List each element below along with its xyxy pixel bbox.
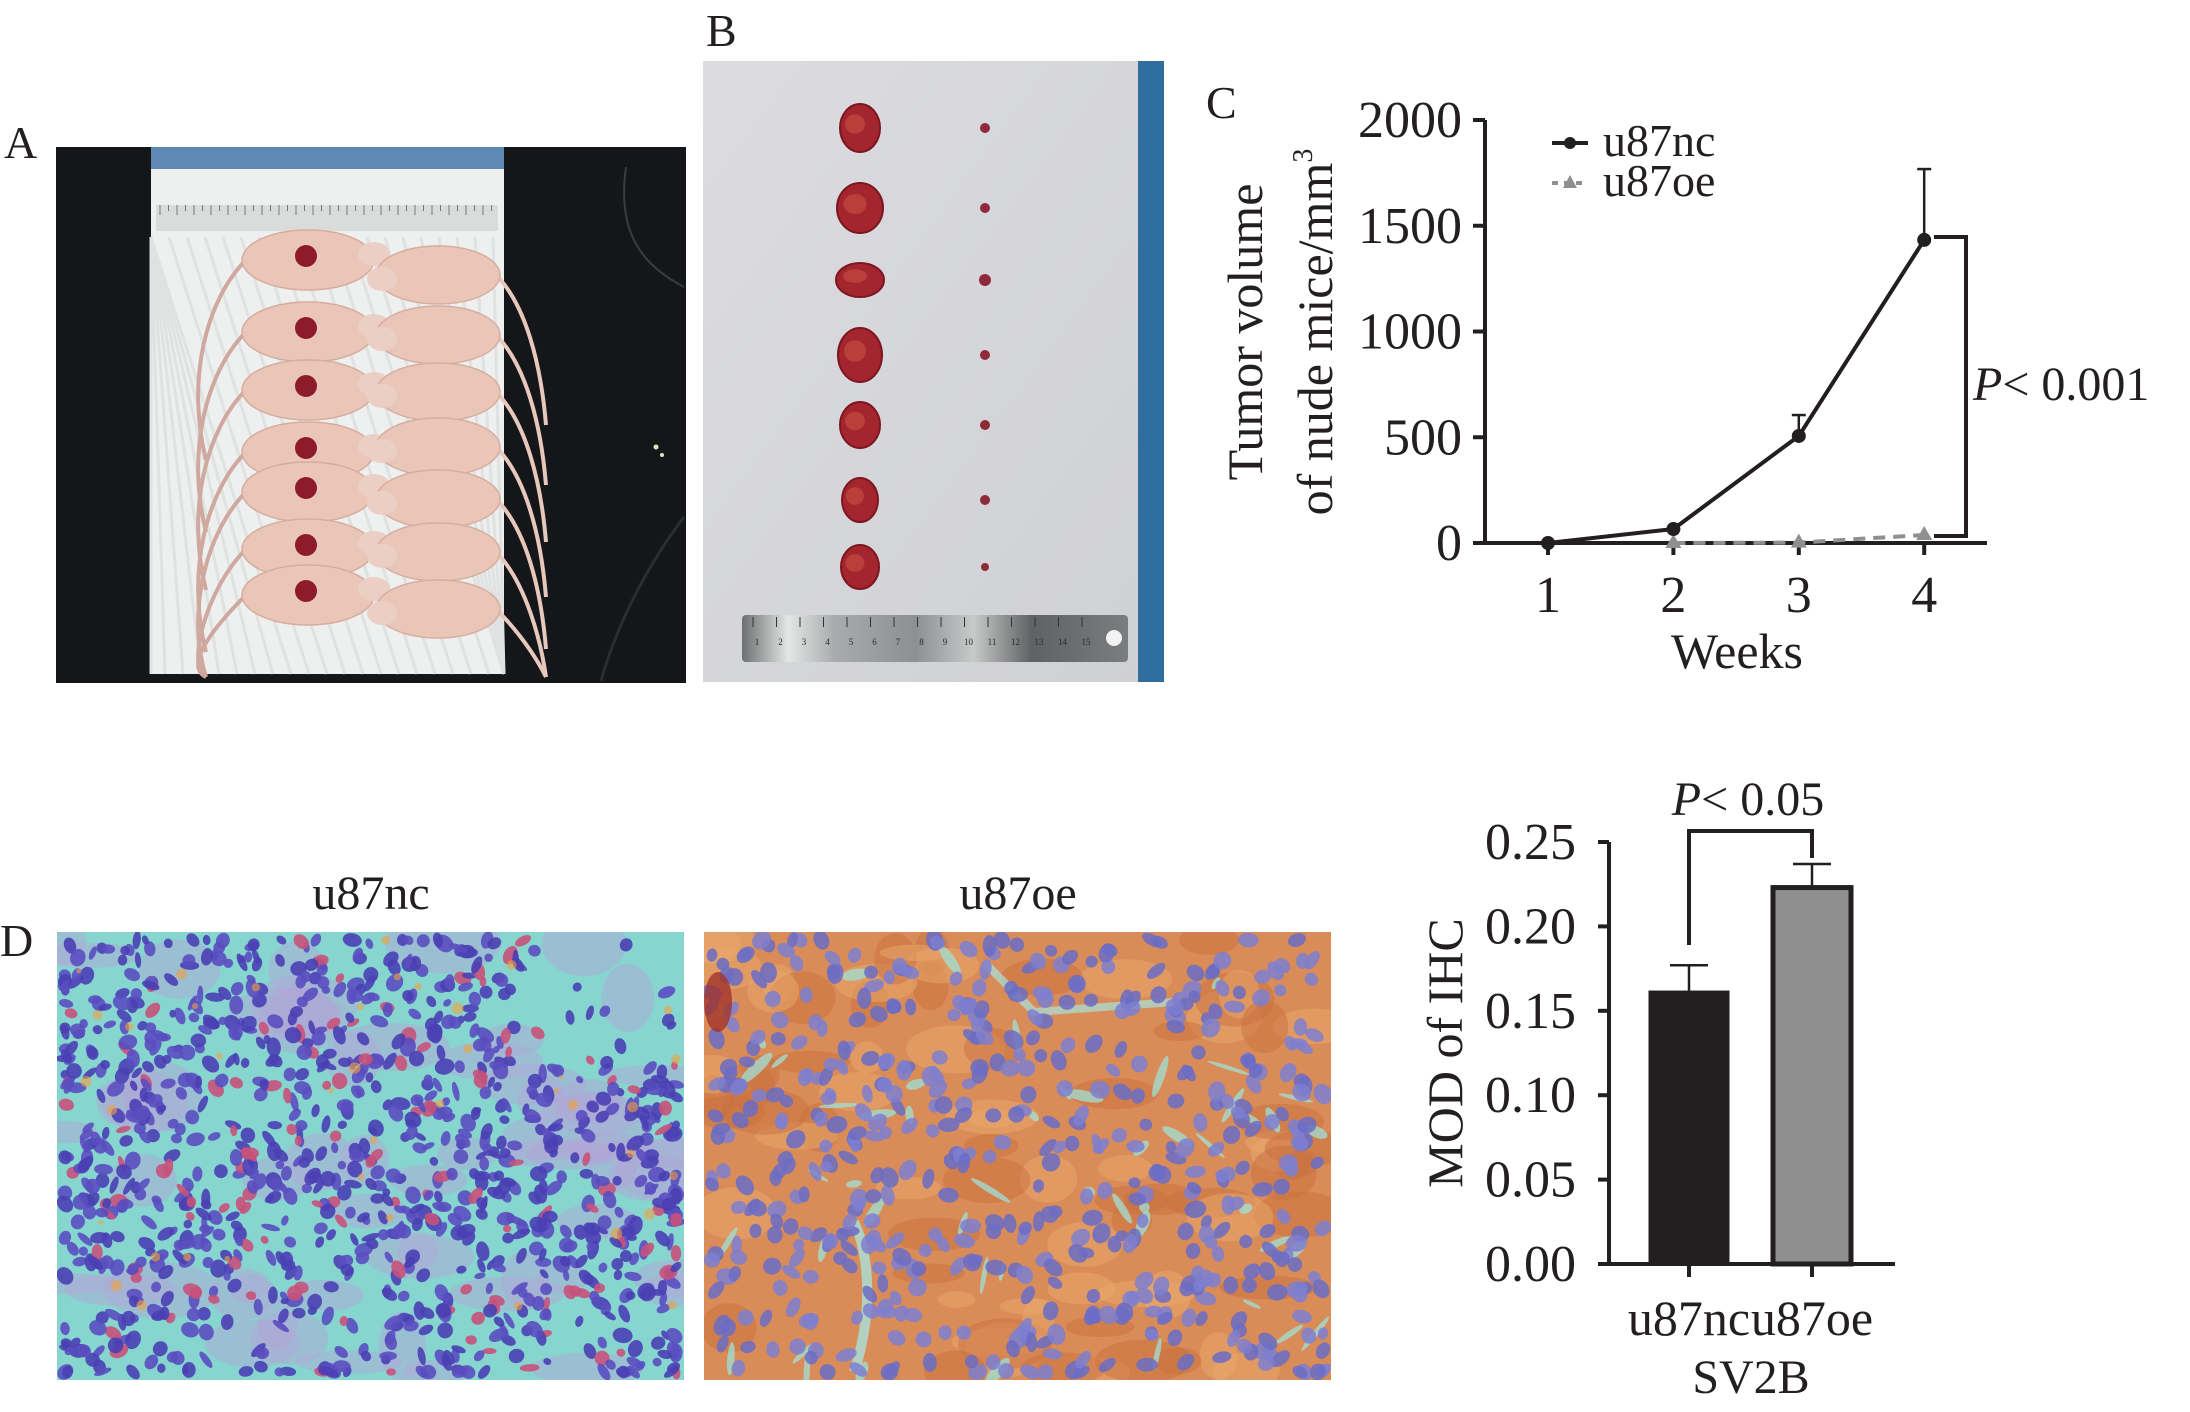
p-value-d: P< 0.05: [1671, 773, 1824, 826]
ruler-mark: 7: [896, 637, 901, 647]
ruler-mark: 3: [802, 637, 807, 647]
legend-label-u87nc: u87nc: [1603, 115, 1715, 166]
ruler-mark: 5: [849, 637, 854, 647]
ruler-mark: 15: [1082, 637, 1092, 647]
series-line-u87nc: [1547, 238, 1926, 545]
ihc-title-u87oe: u87oe: [959, 867, 1077, 920]
ruler-mark: 10: [964, 637, 974, 647]
tumor-u87oe: [979, 274, 991, 286]
panel-label-d: D: [0, 915, 34, 966]
series-line-u87oe: [1673, 532, 1925, 545]
data-point-u87oe: [1916, 525, 1933, 540]
tumor-u87oe: [980, 350, 990, 360]
p-value-c-text: < 0.001: [2002, 358, 2149, 411]
y-tick-label: 500: [1384, 409, 1462, 466]
y-axis-label-d: MOD of IHC: [1417, 918, 1473, 1187]
tumor-u87nc: [295, 317, 317, 339]
x-tick-label: 1: [1535, 567, 1561, 624]
ruler-mark: 4: [825, 637, 830, 647]
y-tick-label-d: 0.15: [1485, 983, 1576, 1040]
tumor-u87oe: [980, 203, 990, 213]
y-tick-label: 2000: [1358, 92, 1462, 149]
tumor-u87nc: [295, 245, 317, 267]
y-axis-label-superscript: 3: [1288, 149, 1319, 163]
tumor-u87nc: [295, 375, 317, 397]
bar-u87oe: [1770, 885, 1854, 1267]
y-axis-label: Tumor volume of nude mice/mm3: [1217, 149, 1343, 516]
data-point-u87oe: [1790, 533, 1807, 548]
y-tick-label-d: 0.05: [1485, 1152, 1576, 1209]
tumors-photo-canvas: 1 2 3 4 5 6 7 8 9 10 11 12 13 14 15: [703, 61, 1164, 682]
data-point-u87nc: [1917, 232, 1932, 247]
y-tick-label: 1000: [1358, 304, 1462, 361]
panel-label-a: A: [4, 117, 38, 168]
ruler-mark: 2: [778, 637, 783, 647]
tumor-u87nc: [295, 534, 317, 556]
data-point-u87oe: [1665, 534, 1682, 548]
mice-photo: [56, 147, 686, 683]
x-tick-label-d: u87nc: [1628, 1290, 1750, 1346]
tumor-u87oe: [980, 123, 990, 133]
ruler-mark: 13: [1035, 637, 1045, 647]
y-axis-label-line2-text: of nude mice/mm: [1287, 163, 1343, 516]
ruler-mark: 9: [943, 637, 948, 647]
p-value-d-italic: P: [1671, 773, 1701, 826]
ruler-mark: 11: [988, 637, 997, 647]
legend-marker-u87oe: [1563, 175, 1577, 188]
x-tick-label: 3: [1786, 567, 1812, 624]
tumor-u87nc: [295, 477, 317, 499]
x-tick-label: 4: [1911, 567, 1937, 624]
p-value-c-italic: P: [1972, 358, 2002, 411]
y-tick-label-d: 0.00: [1485, 1236, 1576, 1293]
tumors-photo: 1 2 3 4 5 6 7 8 9 10 11 12 13 14 15: [703, 61, 1164, 682]
tumor-u87nc: [295, 580, 317, 602]
tumor-u87oe: [980, 495, 990, 505]
x-tick-label: 2: [1660, 567, 1686, 624]
ruler-mark: 1: [755, 637, 760, 647]
panel-label-b: B: [706, 5, 737, 56]
ruler: 1 2 3 4 5 6 7 8 9 10 11 12 13 14 15: [742, 615, 1128, 662]
y-axis-label-line1: Tumor volume: [1217, 184, 1273, 481]
ihc-image-u87oe: [704, 932, 1331, 1380]
significance-bracket-d: [1687, 829, 1814, 945]
ruler-mark: 12: [1011, 637, 1020, 647]
y-tick-label-d: 0.10: [1485, 1067, 1576, 1124]
significance-bracket-c: [1934, 235, 1968, 538]
data-point-u87nc: [1666, 522, 1681, 537]
mice-photo-canvas: [56, 147, 686, 683]
bar-u87nc: [1648, 990, 1730, 1264]
y-tick-label: 1500: [1358, 198, 1462, 255]
ruler-mark: 8: [919, 637, 924, 647]
legend-label-u87oe: u87oe: [1603, 155, 1715, 206]
y-axis-label-line2: of nude mice/mm3: [1287, 149, 1343, 516]
ihc-title-u87nc: u87nc: [312, 867, 430, 920]
data-point-u87nc: [1791, 428, 1806, 443]
x-tick-label-d: u87oe: [1751, 1290, 1873, 1346]
legend-marker-u87nc: [1564, 137, 1576, 149]
panel-label-c: C: [1206, 77, 1237, 128]
tumor-u87oe: [980, 420, 990, 430]
ihc-image-u87nc-canvas: [57, 932, 684, 1380]
data-point-u87nc: [1541, 536, 1555, 550]
ruler-mark: 14: [1058, 637, 1068, 647]
group-label-sv2b: SV2B: [1692, 1351, 1809, 1404]
tumor-u87nc: [295, 437, 317, 459]
tumor-u87oe: [981, 563, 989, 571]
ihc-image-u87nc: [57, 932, 684, 1380]
ihc-image-u87oe-canvas: [704, 932, 1331, 1380]
ruler-mark: 6: [872, 637, 877, 647]
y-tick-label: 0: [1436, 515, 1462, 572]
legend: u87nc u87oe: [1552, 115, 1715, 206]
y-tick-label-d: 0.20: [1485, 898, 1576, 955]
y-tick-label-d: 0.25: [1485, 814, 1576, 871]
x-axis-label: Weeks: [1671, 623, 1803, 679]
p-value-d-text: < 0.05: [1701, 773, 1824, 826]
p-value-c: P< 0.001: [1972, 358, 2149, 411]
